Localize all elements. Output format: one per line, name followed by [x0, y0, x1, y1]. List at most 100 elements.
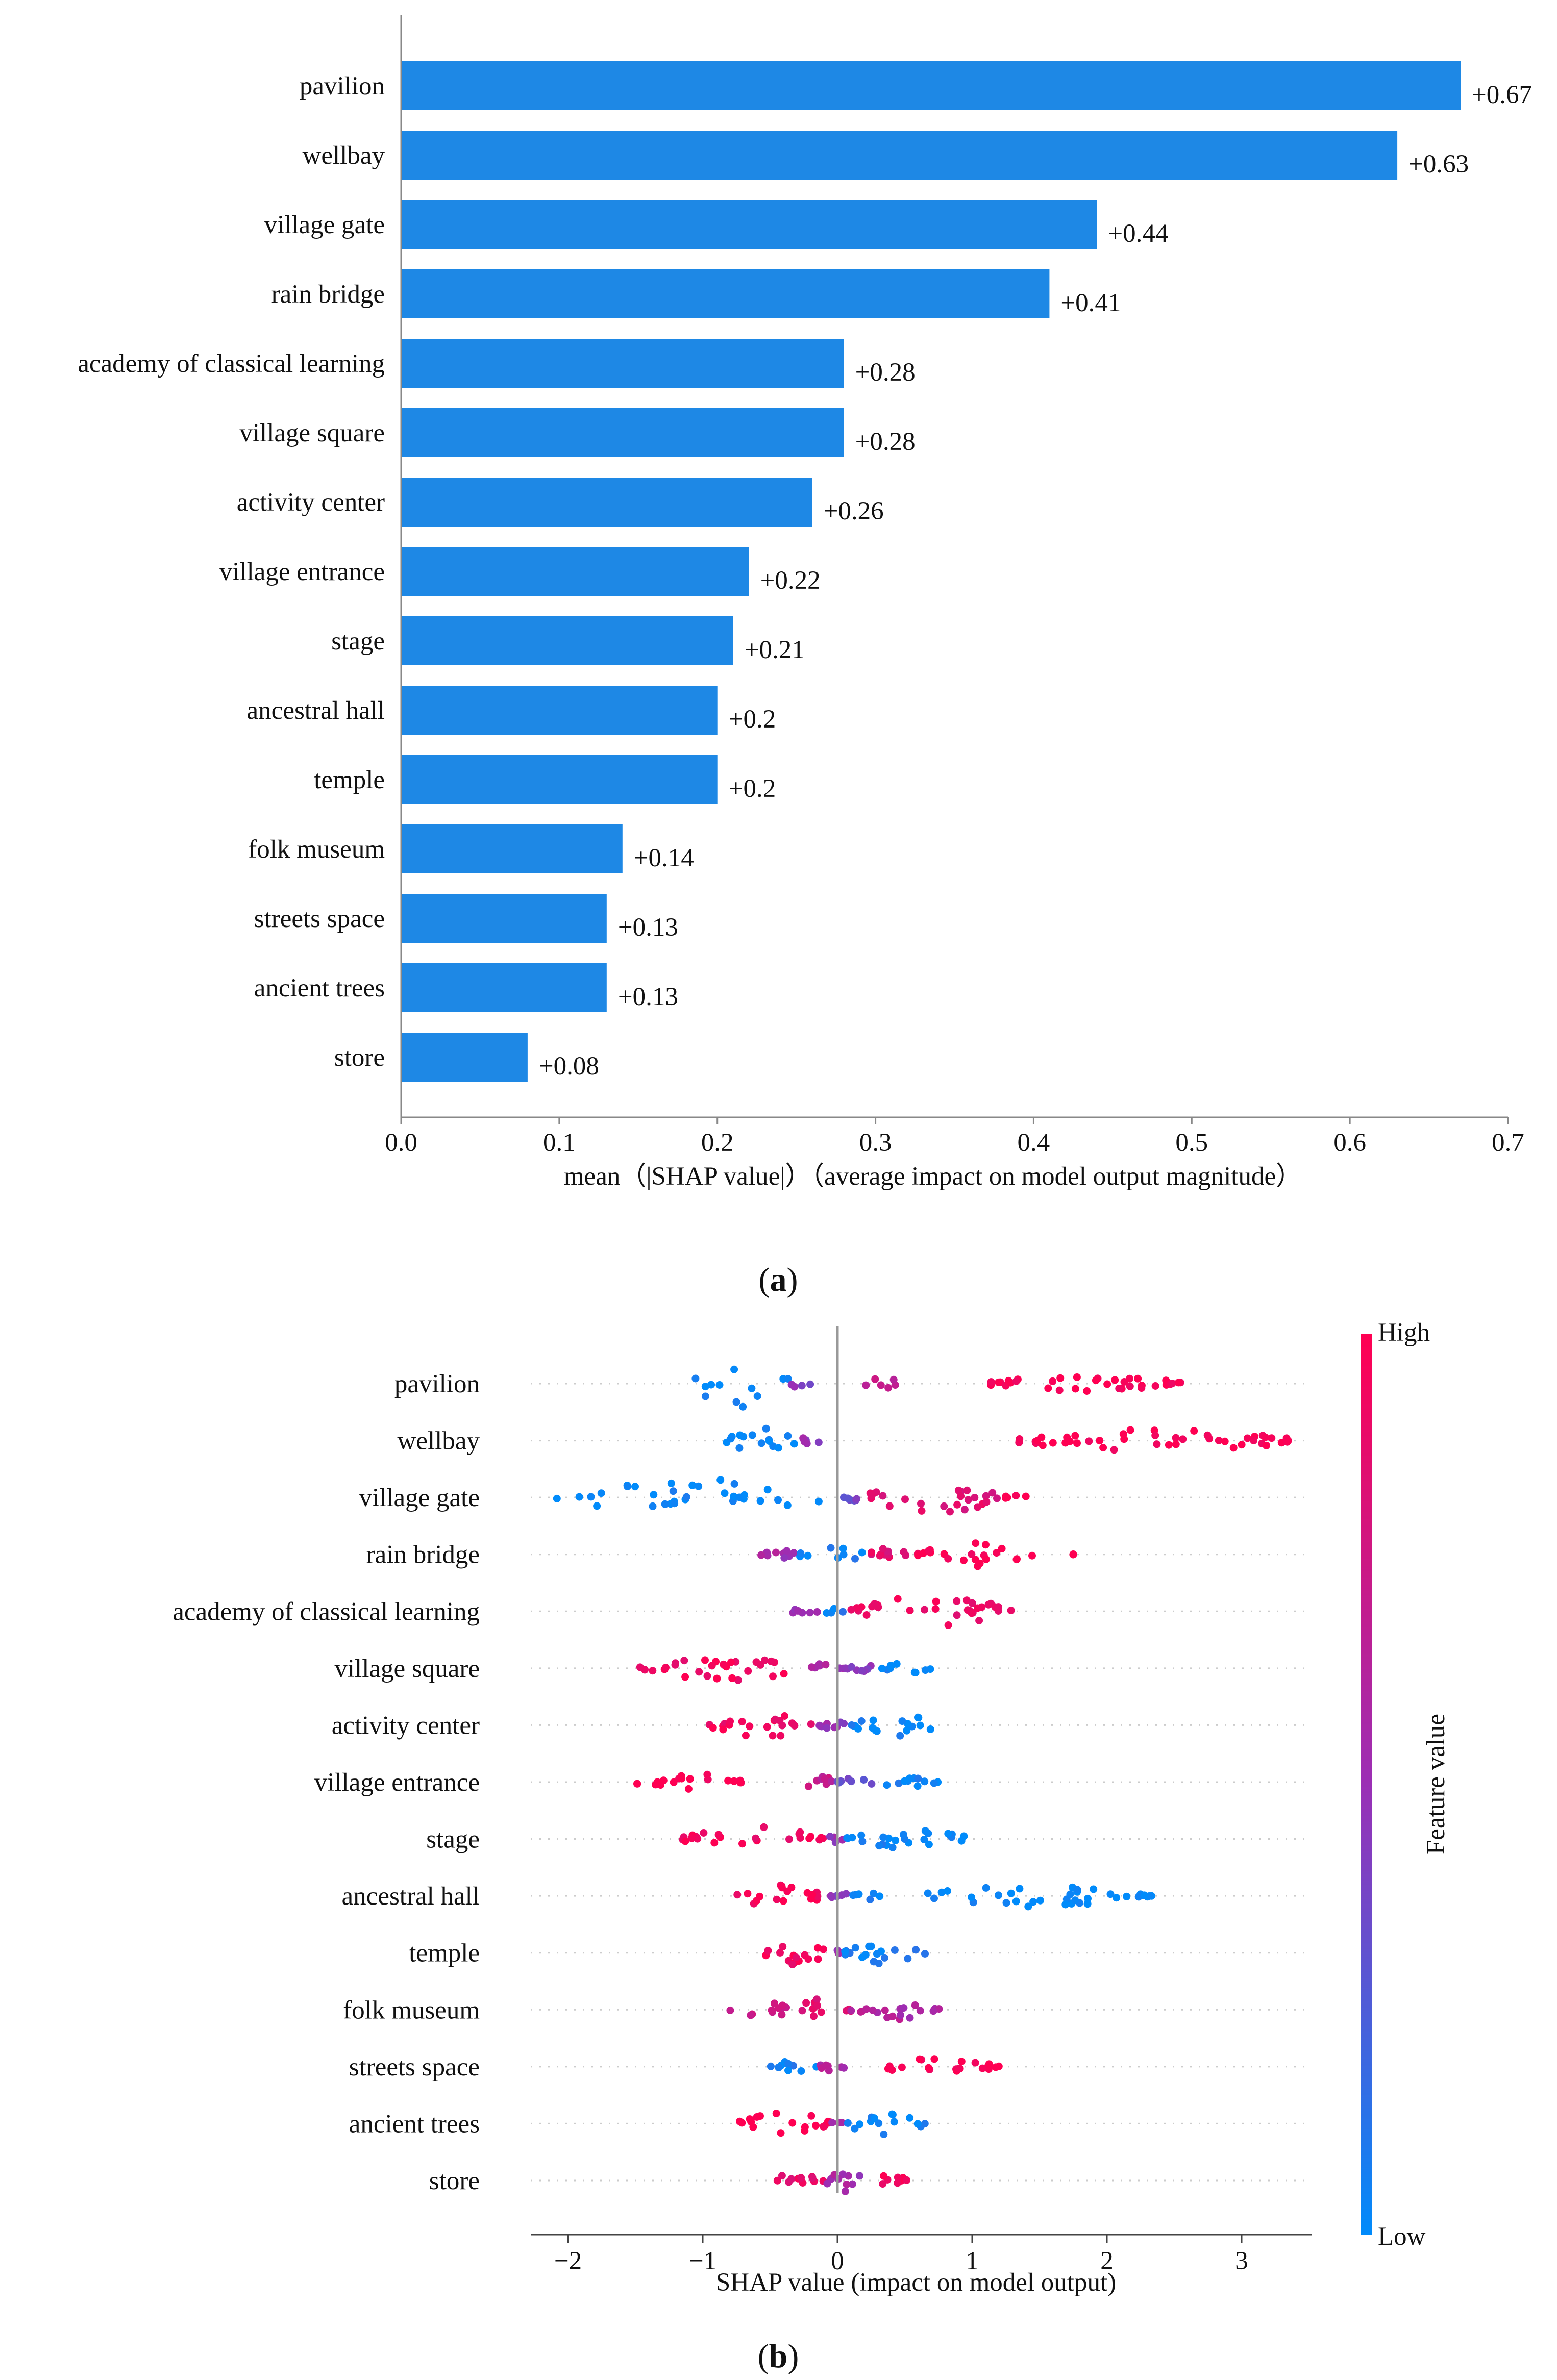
shap-point: [984, 1600, 993, 1609]
shap-point: [772, 1548, 780, 1557]
shap-point: [987, 1378, 995, 1386]
shap-point: [960, 1556, 968, 1564]
shap-point: [858, 1667, 866, 1675]
shap-point: [1174, 1379, 1182, 1387]
shap-point: [842, 1890, 850, 1898]
shap-point: [978, 2064, 986, 2072]
shap-point: [1243, 1434, 1251, 1442]
shap-point: [883, 1781, 891, 1789]
shap-point: [742, 1732, 750, 1740]
shap-point: [849, 1891, 857, 1899]
x-tick-label: 3: [1235, 2247, 1248, 2275]
shap-point: [982, 1498, 991, 1506]
shap-point: [953, 1597, 961, 1605]
shap-point: [913, 1782, 922, 1790]
bar-value-wellbay: +0.63: [1408, 150, 1469, 179]
shap-point: [895, 1779, 903, 1787]
bar-label-academy-of-classical-learning: academy of classical learning: [78, 349, 385, 378]
shap-point: [900, 1777, 908, 1785]
shap-point: [1190, 1427, 1198, 1435]
shap-point: [728, 1674, 736, 1682]
shap-point: [901, 1495, 909, 1504]
shap-point: [694, 1835, 702, 1843]
shap-point: [641, 1666, 649, 1674]
shap-point: [804, 1551, 812, 1560]
shap-point: [957, 1837, 966, 1845]
bar-value-streets-space: +0.13: [618, 913, 678, 942]
shap-point: [868, 1548, 876, 1557]
shap-point: [835, 1778, 843, 1787]
x-tick-label: 2: [1100, 2247, 1114, 2275]
shap-point: [1029, 1898, 1037, 1906]
shap-point: [670, 1778, 678, 1786]
shap-point: [709, 1724, 717, 1732]
shap-point: [787, 2175, 796, 2183]
bar-value-activity-center: +0.26: [824, 497, 884, 525]
shap-point: [887, 1662, 896, 1670]
shap-point: [862, 1611, 871, 1619]
shap-point: [847, 2007, 855, 2015]
shap-point: [894, 1595, 902, 1603]
shap-point: [783, 1547, 791, 1555]
shap-point: [878, 1664, 886, 1672]
shap-point: [839, 1550, 848, 1559]
shap-point: [1007, 1889, 1015, 1897]
shap-point: [765, 1437, 773, 1445]
shap-point: [1012, 1897, 1020, 1906]
shap-point: [995, 1378, 1003, 1386]
shap-point: [1039, 1441, 1047, 1449]
shap-point: [1221, 1437, 1229, 1445]
shap-point: [930, 2055, 938, 2063]
beeswarm-label-rain-bridge: rain bridge: [366, 1541, 480, 1569]
shap-point: [800, 1437, 808, 1445]
shap-point: [701, 1383, 709, 1391]
shap-point: [719, 1725, 727, 1734]
shap-point: [889, 1375, 898, 1384]
bar-series: [401, 61, 1461, 1082]
shap-point: [830, 1605, 838, 1613]
shap-point: [813, 1608, 821, 1616]
shap-point: [701, 1656, 709, 1664]
bar-rain-bridge: [401, 269, 1050, 318]
shap-point: [734, 1676, 742, 1684]
shap-point: [898, 2063, 906, 2071]
shap-point: [924, 1889, 932, 1897]
shap-point: [963, 1486, 971, 1494]
shap-point: [870, 1889, 878, 1897]
shap-point: [858, 1548, 866, 1557]
shap-point: [911, 2001, 919, 2009]
shap-point: [914, 1774, 922, 1783]
shap-point: [777, 2129, 785, 2137]
shap-point: [866, 1895, 874, 1903]
shap-point: [788, 2119, 797, 2127]
beeswarm-label-wellbay: wellbay: [398, 1427, 480, 1456]
shap-point: [688, 1481, 697, 1489]
shap-point: [1024, 1902, 1032, 1911]
shap-point: [993, 1549, 1001, 1557]
shap-point: [1044, 1384, 1052, 1392]
shap-point: [985, 2060, 993, 2068]
shap-point: [925, 2064, 932, 2072]
bar-pavilion: [401, 61, 1461, 110]
shap-point: [957, 1492, 965, 1500]
shap-point: [730, 1777, 738, 1785]
shap-point: [872, 1726, 880, 1735]
shap-point: [797, 2174, 805, 2182]
bar-value-rain-bridge: +0.41: [1060, 289, 1121, 317]
shap-point: [778, 2172, 786, 2180]
shap-point: [937, 1888, 946, 1896]
shap-point: [921, 1666, 929, 1674]
shap-point: [932, 1597, 940, 1606]
shap-point: [1165, 1441, 1173, 1449]
shap-point: [1063, 1433, 1071, 1441]
shap-point: [790, 1383, 799, 1391]
shap-point: [813, 1995, 821, 2003]
panel-b-label: (b): [758, 2338, 799, 2375]
shap-point: [994, 1603, 1002, 1611]
bar-ancient-trees: [401, 963, 607, 1012]
shap-point: [764, 1947, 772, 1955]
bar-stage: [401, 616, 733, 665]
shap-point: [1036, 1896, 1044, 1905]
shap-point: [954, 1486, 962, 1494]
shap-point: [808, 1891, 817, 1899]
